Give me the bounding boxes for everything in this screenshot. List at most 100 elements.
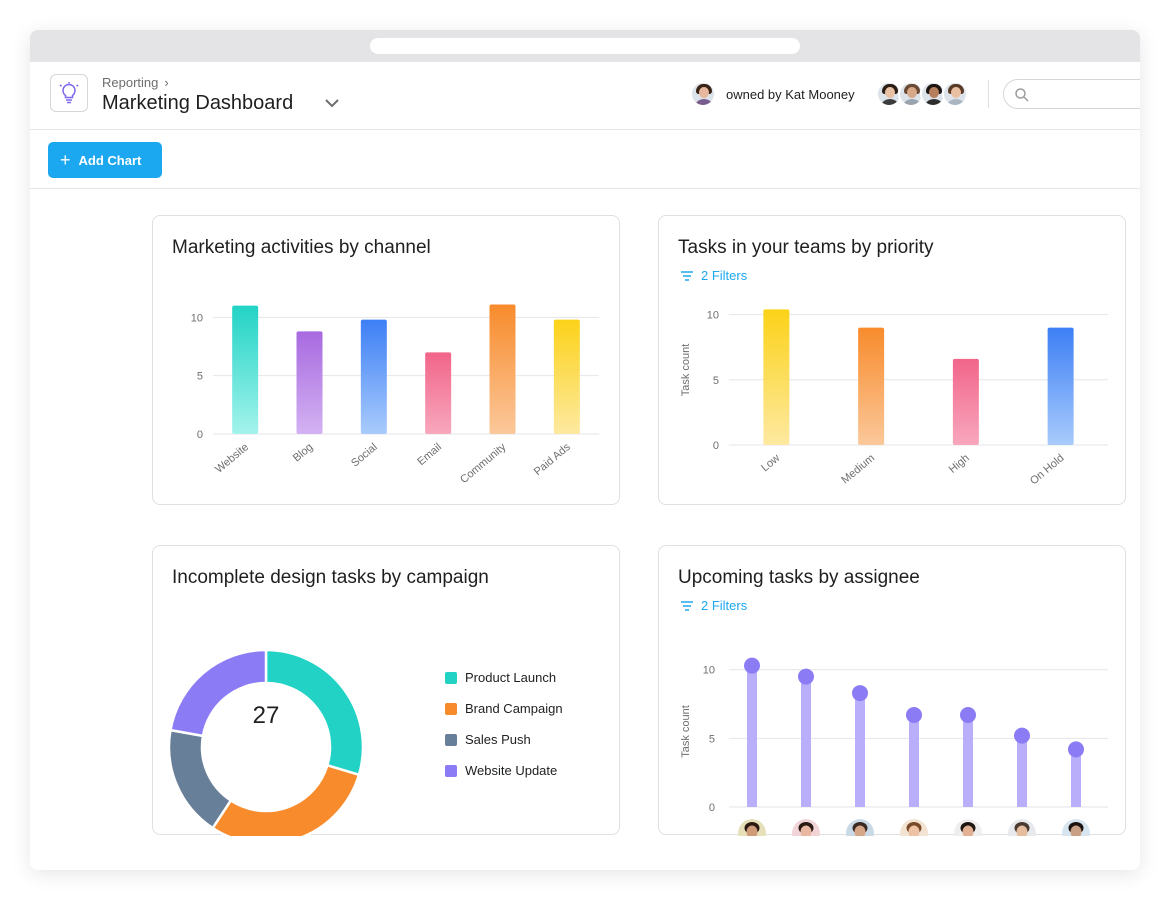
filters-button[interactable]: 2 Filters (681, 598, 747, 613)
filters-label: 2 Filters (701, 268, 748, 283)
y-tick-label: 10 (707, 310, 719, 322)
assignee-avatar[interactable] (738, 819, 766, 836)
bar (801, 676, 811, 807)
chart-card-priority[interactable]: Tasks in your teams by priority 2 Filter… (658, 215, 1126, 505)
legend-label: Website Update (465, 763, 558, 778)
legend-label: Sales Push (465, 732, 531, 747)
toolbar: + Add Chart (30, 130, 1140, 189)
bar-dot (798, 668, 814, 685)
assignee-avatar[interactable] (792, 819, 820, 836)
bar-dot (852, 685, 868, 702)
filters-label: 2 Filters (701, 598, 748, 613)
chevron-right-icon: › (164, 75, 169, 90)
y-tick-label: 0 (197, 429, 203, 441)
card-title: Incomplete design tasks by campaign (172, 567, 489, 588)
search-input[interactable] (1003, 79, 1140, 109)
filters-button[interactable]: 2 Filters (681, 268, 747, 283)
bar (1017, 735, 1027, 807)
bar-dot (906, 707, 922, 724)
legend-item: Product Launch (445, 662, 563, 693)
assignee-avatar[interactable] (954, 819, 982, 836)
card-title: Upcoming tasks by assignee (678, 567, 920, 588)
x-tick-label: Low (759, 452, 782, 474)
x-tick-label: On Hold (1028, 452, 1067, 487)
search-icon (1015, 88, 1029, 102)
legend-label: Product Launch (465, 670, 557, 685)
lollipop-chart: 0 5 10 Task count (680, 657, 1108, 836)
breadcrumb-reporting[interactable]: Reporting (102, 75, 159, 90)
x-tick-label: Blog (291, 441, 316, 464)
y-tick-label: 0 (713, 440, 719, 452)
filter-icon (681, 600, 693, 611)
bar (232, 305, 259, 434)
y-tick-label: 5 (709, 733, 715, 745)
assignee-avatar[interactable] (900, 819, 928, 836)
bar (858, 327, 885, 445)
legend-swatch (445, 671, 457, 684)
header-divider (988, 80, 989, 108)
bar-dot (960, 707, 976, 724)
y-tick-label: 10 (703, 665, 715, 677)
x-tick-label: Community (458, 441, 509, 486)
y-tick-label: 10 (191, 312, 203, 324)
bar (952, 358, 979, 445)
bar (963, 715, 973, 807)
member-avatar[interactable] (942, 81, 968, 107)
donut-slice (167, 728, 233, 830)
bar-dot (1014, 727, 1030, 744)
owner-text: owned by Kat Mooney (726, 86, 855, 102)
x-tick-label: Social (349, 441, 380, 469)
page-title: Marketing Dashboard (102, 92, 294, 114)
filter-icon (681, 270, 693, 281)
legend-swatch (445, 764, 457, 777)
bar (909, 715, 919, 807)
bar-chart: 0 5 10 Task count Low Medium High On Hold (680, 309, 1108, 487)
assignee-avatar[interactable] (846, 819, 874, 836)
address-bar[interactable] (370, 38, 800, 54)
bar (763, 309, 790, 445)
legend-label: Brand Campaign (465, 701, 563, 716)
y-axis-label: Task count (680, 344, 692, 397)
add-chart-label: Add Chart (78, 152, 142, 168)
browser-titlebar (30, 30, 1140, 62)
bar (855, 693, 865, 807)
members-avatar-group[interactable] (876, 81, 968, 107)
bar-chart: 0 5 10 Website Blog Social Email Community Paid … (191, 304, 599, 486)
y-tick-label: 5 (197, 371, 203, 383)
assignee-avatar[interactable] (1008, 819, 1036, 836)
breadcrumb[interactable]: Reporting › (102, 75, 169, 90)
legend-swatch (445, 733, 457, 746)
chart-card-channel[interactable]: Marketing activities by channel 0 5 10 Webs… (152, 215, 620, 505)
member-avatar[interactable] (898, 81, 924, 107)
owner-info[interactable]: owned by Kat Mooney (690, 81, 855, 107)
plus-icon: + (60, 150, 71, 170)
donut-slice (169, 648, 268, 738)
bar (489, 304, 516, 434)
assignee-avatar[interactable] (1062, 819, 1090, 836)
y-axis-label: Task count (680, 705, 692, 758)
legend-item: Sales Push (445, 724, 563, 755)
donut-chart (167, 648, 365, 836)
y-tick-label: 5 (713, 375, 719, 387)
chart-card-campaign[interactable]: Incomplete design tasks by campaign 27 P… (152, 545, 620, 836)
donut-slice (210, 763, 361, 836)
x-tick-label: High (947, 452, 972, 476)
add-chart-button[interactable]: + Add Chart (48, 142, 162, 178)
legend-item: Brand Campaign (445, 693, 563, 724)
bar-dot (744, 657, 760, 674)
x-tick-label: Paid Ads (532, 441, 573, 478)
x-tick-label: Email (415, 441, 444, 468)
card-title: Tasks in your teams by priority (678, 237, 934, 258)
chart-card-assignee[interactable]: Upcoming tasks by assignee 2 Filters 0 5 1… (658, 545, 1126, 836)
bar (296, 331, 323, 434)
legend-item: Website Update (445, 755, 563, 786)
lightbulb-icon[interactable] (50, 74, 88, 112)
member-avatar[interactable] (920, 81, 946, 107)
x-tick-label: Website (213, 441, 251, 476)
owner-avatar (690, 81, 716, 107)
chevron-down-icon[interactable] (324, 98, 340, 108)
app-window: Reporting › Marketing Dashboard owned by … (30, 30, 1140, 870)
bar (1071, 749, 1081, 807)
x-tick-label: Medium (839, 452, 877, 486)
chart-legend: Product Launch Brand Campaign Sales Push We… (445, 662, 563, 786)
